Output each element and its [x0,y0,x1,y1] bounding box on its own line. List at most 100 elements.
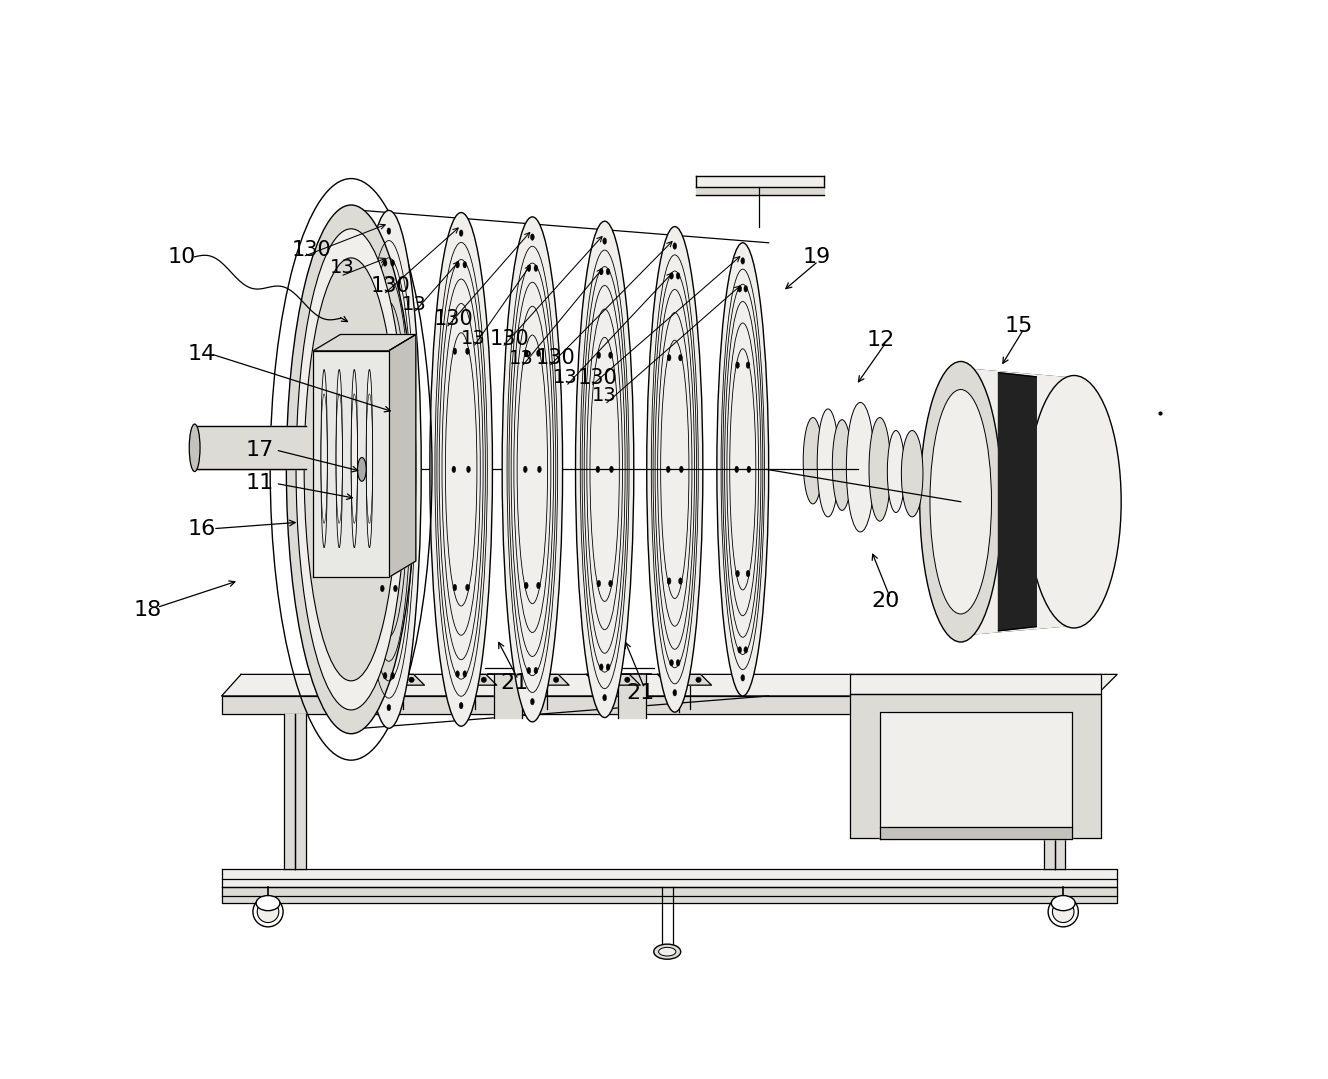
Polygon shape [371,674,425,685]
Ellipse shape [502,217,563,722]
Ellipse shape [453,584,457,590]
Ellipse shape [409,678,414,682]
Ellipse shape [744,286,748,292]
Ellipse shape [869,418,891,521]
Ellipse shape [667,466,671,473]
Ellipse shape [575,221,633,718]
Text: 13: 13 [552,368,578,387]
Ellipse shape [667,354,671,360]
Text: 17: 17 [246,440,274,460]
Ellipse shape [606,269,610,275]
Text: 130: 130 [489,329,529,349]
Ellipse shape [386,705,390,711]
Ellipse shape [803,418,822,504]
Polygon shape [850,674,1101,694]
Polygon shape [295,714,305,869]
Ellipse shape [287,205,416,734]
Ellipse shape [381,678,386,682]
Polygon shape [879,712,1072,839]
Ellipse shape [817,409,839,517]
Ellipse shape [746,466,750,473]
Text: 16: 16 [187,519,215,538]
Ellipse shape [846,402,874,532]
Ellipse shape [673,243,677,249]
Ellipse shape [252,897,283,927]
Ellipse shape [603,237,607,244]
Ellipse shape [367,369,373,548]
Ellipse shape [527,667,531,673]
Polygon shape [442,674,497,685]
Ellipse shape [696,678,701,682]
Polygon shape [960,369,1074,634]
Ellipse shape [596,581,600,587]
Text: 13: 13 [592,386,616,406]
Ellipse shape [606,664,610,670]
Ellipse shape [1048,897,1078,927]
Ellipse shape [530,234,534,241]
Ellipse shape [256,896,280,911]
Ellipse shape [734,466,738,473]
Text: 13: 13 [509,349,534,368]
Ellipse shape [456,671,459,678]
Ellipse shape [596,352,600,358]
Text: 10: 10 [167,247,197,267]
Ellipse shape [321,369,328,548]
Ellipse shape [534,667,538,673]
Ellipse shape [357,457,367,481]
Ellipse shape [466,466,470,473]
Ellipse shape [390,672,394,679]
Ellipse shape [393,347,397,354]
Text: 12: 12 [867,330,895,350]
Ellipse shape [481,678,486,682]
Ellipse shape [296,229,406,710]
Ellipse shape [393,585,397,591]
Polygon shape [1054,714,1065,869]
Ellipse shape [676,659,680,666]
Polygon shape [696,187,823,195]
Ellipse shape [887,431,904,513]
Ellipse shape [463,671,466,678]
Ellipse shape [744,646,748,653]
Ellipse shape [380,347,384,354]
Ellipse shape [452,466,456,473]
Ellipse shape [599,269,603,275]
Ellipse shape [746,361,750,368]
Ellipse shape [525,350,529,356]
Polygon shape [222,869,1117,887]
Ellipse shape [669,273,673,279]
Polygon shape [313,351,389,577]
Text: 130: 130 [292,241,332,260]
Text: 13: 13 [402,295,426,314]
Ellipse shape [653,944,681,959]
Text: 130: 130 [371,276,410,296]
Ellipse shape [1027,375,1121,628]
Ellipse shape [603,695,607,701]
Polygon shape [850,694,1101,838]
Ellipse shape [537,583,540,589]
Ellipse shape [530,698,534,705]
Ellipse shape [527,265,531,272]
Polygon shape [879,827,1072,839]
Ellipse shape [741,258,745,264]
Ellipse shape [525,583,529,589]
Text: 13: 13 [461,329,486,349]
Ellipse shape [351,369,357,548]
Ellipse shape [459,702,463,709]
Ellipse shape [596,678,602,682]
Polygon shape [696,176,823,187]
Ellipse shape [459,230,463,236]
Text: 15: 15 [1005,316,1033,336]
Polygon shape [222,696,1096,714]
Ellipse shape [673,689,677,696]
Ellipse shape [463,261,466,268]
Polygon shape [515,674,570,685]
Ellipse shape [736,571,740,577]
Ellipse shape [902,431,923,517]
Ellipse shape [534,265,538,272]
Ellipse shape [738,286,741,292]
Ellipse shape [189,424,201,472]
Polygon shape [657,674,712,685]
Text: 11: 11 [246,474,274,493]
Text: 14: 14 [187,344,215,364]
Ellipse shape [608,352,612,358]
